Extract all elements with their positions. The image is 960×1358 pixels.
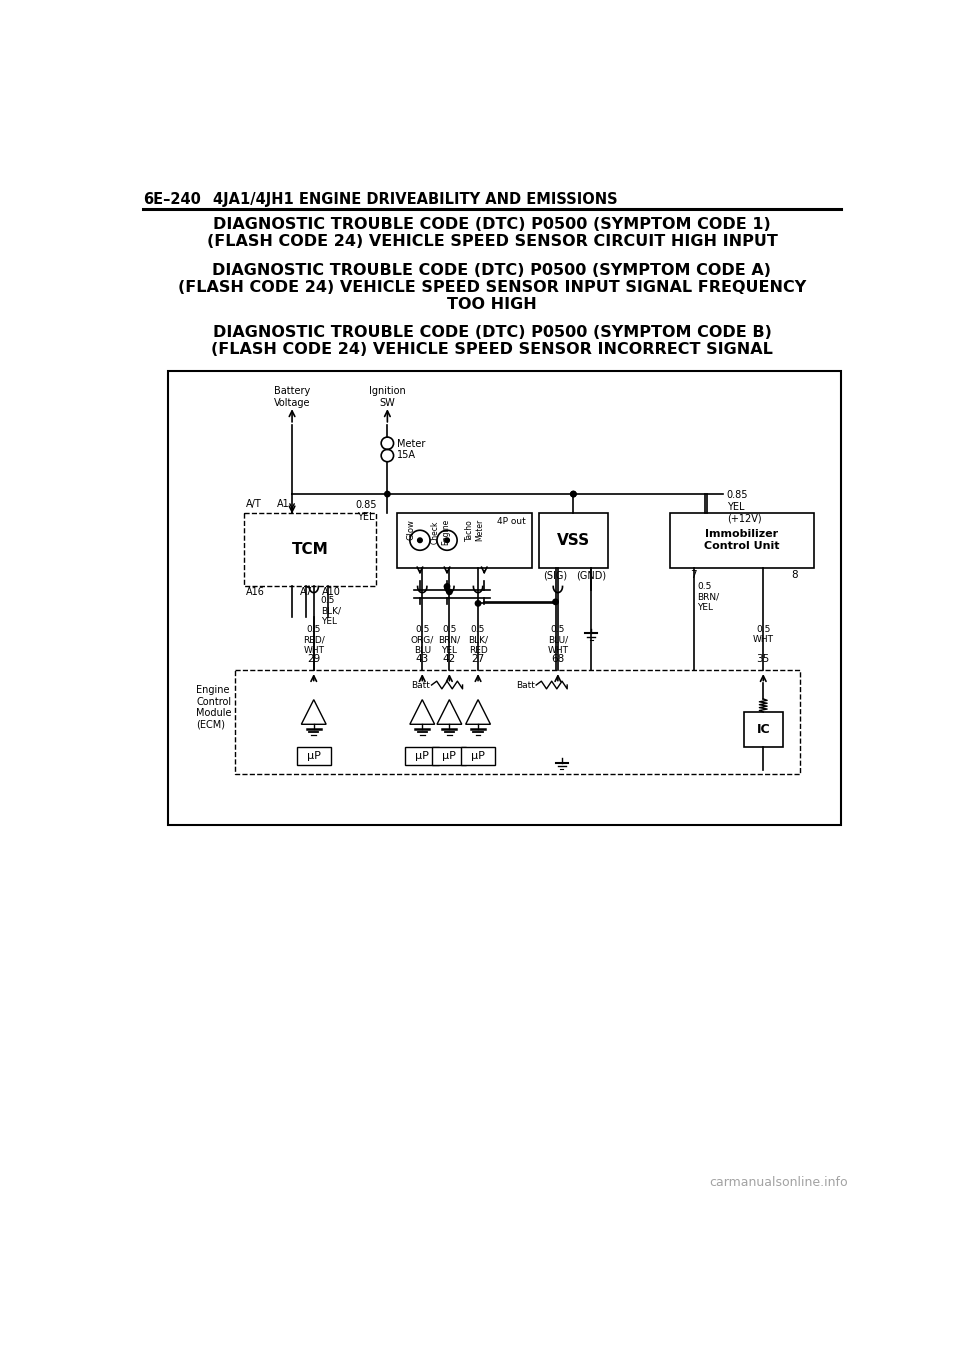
Text: A10: A10 [322,587,341,598]
Bar [396,512,532,568]
Text: 43: 43 [416,655,429,664]
Text: 0.5
RED/
WHT: 0.5 RED/ WHT [302,625,324,655]
Text: Batt: Batt [411,680,430,690]
Text: 42: 42 [443,655,456,664]
Bar [168,371,841,826]
Text: 4P out: 4P out [497,517,526,526]
Text: 0.5
BRN/
YEL: 0.5 BRN/ YEL [439,625,461,655]
Text: (FLASH CODE 24) VEHICLE SPEED SENSOR INCORRECT SIGNAL: (FLASH CODE 24) VEHICLE SPEED SENSOR INC… [211,342,773,357]
Circle shape [475,600,481,606]
Text: A7: A7 [300,587,313,598]
Circle shape [444,538,449,543]
Text: IC: IC [756,722,770,736]
Text: (FLASH CODE 24) VEHICLE SPEED SENSOR CIRCUIT HIGH INPUT: (FLASH CODE 24) VEHICLE SPEED SENSOR CIR… [206,234,778,249]
Text: DIAGNOSTIC TROUBLE CODE (DTC) P0500 (SYMPTOM CODE B): DIAGNOSTIC TROUBLE CODE (DTC) P0500 (SYM… [212,325,772,340]
Text: Immobilizer
Control Unit: Immobilizer Control Unit [705,530,780,551]
Bar [744,712,782,747]
Text: μP: μP [443,751,456,760]
Text: 8: 8 [791,570,798,580]
Text: 68: 68 [551,655,564,664]
Bar [405,747,440,765]
Text: μP: μP [416,751,429,760]
Text: (FLASH CODE 24) VEHICLE SPEED SENSOR INPUT SIGNAL FREQUENCY: (FLASH CODE 24) VEHICLE SPEED SENSOR INP… [178,280,806,295]
Text: 27: 27 [471,655,485,664]
Text: μP: μP [471,751,485,760]
Text: Meter
15A: Meter 15A [396,439,425,460]
Circle shape [570,492,576,497]
Text: DIAGNOSTIC TROUBLE CODE (DTC) P0500 (SYMPTOM CODE A): DIAGNOSTIC TROUBLE CODE (DTC) P0500 (SYM… [212,263,772,278]
Text: Glow: Glow [406,519,415,539]
Circle shape [444,584,450,589]
Bar [670,512,814,568]
Circle shape [385,492,390,497]
Bar [244,512,375,585]
Text: 0.5
ORG/
BLU: 0.5 ORG/ BLU [411,625,434,655]
Text: 35: 35 [756,655,770,664]
Text: Check
Engine: Check Engine [430,519,450,545]
Bar [539,512,609,568]
Text: Engine
Control
Module
(ECM): Engine Control Module (ECM) [196,684,231,729]
Text: TCM: TCM [292,542,328,557]
Text: A/T: A/T [246,500,261,509]
Text: 29: 29 [307,655,321,664]
Text: μP: μP [307,751,321,760]
Text: DIAGNOSTIC TROUBLE CODE (DTC) P0500 (SYMPTOM CODE 1): DIAGNOSTIC TROUBLE CODE (DTC) P0500 (SYM… [213,217,771,232]
Text: Battery
Voltage: Battery Voltage [274,386,310,407]
Text: Batt: Batt [516,680,535,690]
Text: 0.5
BRN/
YEL: 0.5 BRN/ YEL [697,581,719,611]
Text: 0.5
WHT: 0.5 WHT [753,625,774,644]
Circle shape [418,538,422,543]
Text: 0.5
BLK/
YEL: 0.5 BLK/ YEL [321,596,341,626]
Circle shape [553,599,559,604]
Text: Ignition
SW: Ignition SW [369,386,406,407]
Text: TOO HIGH: TOO HIGH [447,297,537,312]
Text: 0.5
BLU/
WHT: 0.5 BLU/ WHT [547,625,568,655]
Text: 6E–240: 6E–240 [143,193,202,208]
Text: 4JA1/4JH1 ENGINE DRIVEABILITY AND EMISSIONS: 4JA1/4JH1 ENGINE DRIVEABILITY AND EMISSI… [213,193,617,208]
Text: VSS: VSS [557,532,590,547]
Text: (GND): (GND) [576,570,607,580]
Text: 0.85
YEL: 0.85 YEL [355,500,376,521]
Text: (SIG): (SIG) [543,570,567,580]
Bar [461,747,495,765]
Circle shape [570,492,576,497]
Bar [234,669,801,774]
Text: Tacho
Meter: Tacho Meter [465,519,484,540]
Circle shape [446,589,452,595]
Text: carmanualsonline.info: carmanualsonline.info [709,1176,848,1188]
Text: A16: A16 [246,587,264,598]
Text: 7: 7 [690,570,697,580]
Bar [432,747,467,765]
Bar [297,747,331,765]
Text: 0.85
YEL
(+12V): 0.85 YEL (+12V) [727,490,761,523]
Text: A1: A1 [276,500,289,509]
Text: 0.5
BLK/
RED: 0.5 BLK/ RED [468,625,488,655]
